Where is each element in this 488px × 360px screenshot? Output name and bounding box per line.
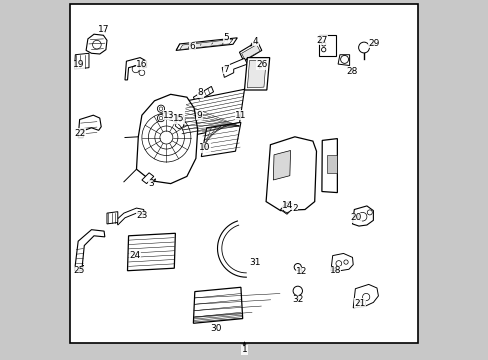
Polygon shape <box>265 137 316 211</box>
Polygon shape <box>107 212 118 224</box>
Polygon shape <box>239 41 261 61</box>
Circle shape <box>321 48 325 52</box>
Polygon shape <box>330 253 352 271</box>
Text: 22: 22 <box>74 129 85 138</box>
Text: 1: 1 <box>241 346 247 354</box>
Text: 10: 10 <box>199 143 210 152</box>
Text: 7: 7 <box>223 65 229 74</box>
Polygon shape <box>86 34 107 54</box>
Circle shape <box>366 210 371 215</box>
Text: 20: 20 <box>350 213 361 222</box>
Polygon shape <box>181 89 244 138</box>
Text: 30: 30 <box>209 324 221 333</box>
Polygon shape <box>75 230 104 271</box>
Polygon shape <box>179 39 232 50</box>
Polygon shape <box>127 233 175 271</box>
Circle shape <box>139 70 144 76</box>
Text: 11: 11 <box>235 111 246 120</box>
Polygon shape <box>321 139 337 193</box>
Circle shape <box>282 204 291 212</box>
Circle shape <box>321 42 325 46</box>
Text: 3: 3 <box>148 179 153 188</box>
Text: 6: 6 <box>189 42 195 51</box>
Text: 28: 28 <box>346 68 357 77</box>
Polygon shape <box>222 58 247 77</box>
Text: 29: 29 <box>367 39 379 48</box>
Text: 21: 21 <box>353 299 365 307</box>
Circle shape <box>157 105 164 112</box>
Circle shape <box>294 264 301 271</box>
Bar <box>318 35 335 56</box>
Polygon shape <box>244 58 269 90</box>
Polygon shape <box>326 155 336 173</box>
Text: 13: 13 <box>163 111 174 120</box>
Text: 8: 8 <box>197 88 203 97</box>
Polygon shape <box>352 206 373 226</box>
Text: 16: 16 <box>136 60 147 69</box>
Text: 15: 15 <box>173 114 184 123</box>
Text: 18: 18 <box>329 266 340 275</box>
Text: 17: 17 <box>98 25 110 34</box>
Polygon shape <box>78 115 101 138</box>
Polygon shape <box>142 173 153 184</box>
Text: 26: 26 <box>256 60 267 69</box>
Polygon shape <box>241 45 260 60</box>
Polygon shape <box>175 114 185 129</box>
Polygon shape <box>247 60 265 88</box>
Text: 14: 14 <box>282 201 293 210</box>
Text: 24: 24 <box>129 251 140 260</box>
Polygon shape <box>193 86 213 103</box>
Polygon shape <box>136 94 197 184</box>
Text: 27: 27 <box>316 36 327 45</box>
Polygon shape <box>337 55 349 66</box>
Polygon shape <box>193 287 242 323</box>
Polygon shape <box>125 58 146 80</box>
Text: 31: 31 <box>249 258 261 267</box>
Polygon shape <box>280 202 294 214</box>
Text: 23: 23 <box>136 211 147 220</box>
Text: 25: 25 <box>73 266 84 275</box>
Polygon shape <box>117 208 144 225</box>
Circle shape <box>157 114 164 122</box>
Text: 32: 32 <box>291 295 303 304</box>
Polygon shape <box>176 38 237 50</box>
Polygon shape <box>201 122 241 157</box>
Polygon shape <box>75 53 89 69</box>
Circle shape <box>292 286 302 296</box>
Circle shape <box>358 42 368 53</box>
Text: 19: 19 <box>73 60 84 69</box>
Polygon shape <box>352 284 378 308</box>
Text: 9: 9 <box>196 111 202 120</box>
Text: 12: 12 <box>296 267 307 276</box>
Polygon shape <box>273 150 290 180</box>
Text: 5: 5 <box>223 33 229 42</box>
Text: 4: 4 <box>252 37 258 46</box>
Text: 2: 2 <box>291 204 297 213</box>
